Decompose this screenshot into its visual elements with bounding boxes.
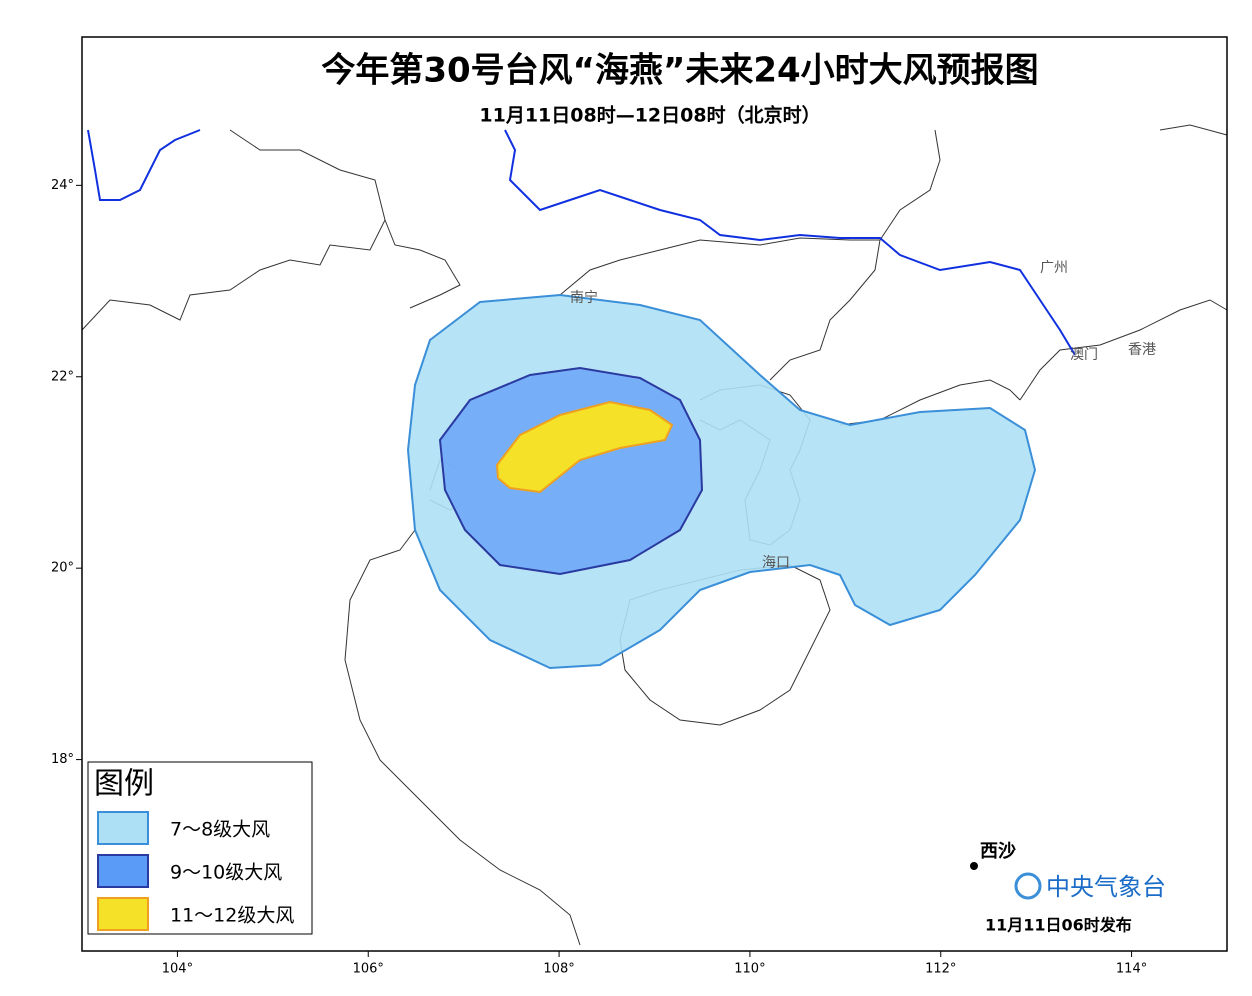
y-tick-label: 18° [51,752,74,767]
y-tick-label: 22° [51,369,74,384]
legend-label: 7～8级大风 [170,819,270,841]
rivers [87,129,1076,356]
legend-label: 11～12级大风 [170,905,294,927]
agency-name: 中央气象台 [1046,873,1166,901]
x-tick-label: 112° [925,962,956,977]
legend-swatch [97,897,149,931]
axis-ticks: 104° 106° 108° 110° 112° 114° 18° 20° 22° 24° [51,178,1147,977]
map-subtitle: 11月11日08时—12日08时（北京时） [479,104,820,127]
legend-swatch [97,811,149,845]
x-tick-label: 114° [1116,962,1147,977]
legend-swatch [97,854,149,888]
map-title: 今年第30号台风“海燕”未来24小时大风预报图 [321,51,1038,91]
legend-title: 图例 [94,767,154,802]
place-label: 广州 [1040,260,1068,276]
x-tick-label: 110° [734,962,765,977]
place-label: 海口 [762,555,790,571]
x-tick-label: 104° [162,962,193,977]
legend: 图例 7～8级大风 9～10级大风 11～12级大风 [87,761,313,935]
y-tick-label: 20° [51,561,74,576]
x-tick-label: 108° [543,962,574,977]
place-dot [970,862,978,870]
issue-time: 11月11日06时发布 [985,916,1132,935]
x-tick-label: 106° [353,962,384,977]
place-label: 南宁 [570,289,598,306]
agency-logo [1014,872,1042,900]
legend-label: 9～10级大风 [170,862,282,884]
place-label: 澳门 [1070,347,1098,363]
zone-11-12 [495,400,674,494]
y-tick-label: 24° [51,178,74,193]
map-frame [81,36,1228,952]
place-label: 香港 [1128,342,1156,358]
place-label: 西沙 [980,841,1016,862]
